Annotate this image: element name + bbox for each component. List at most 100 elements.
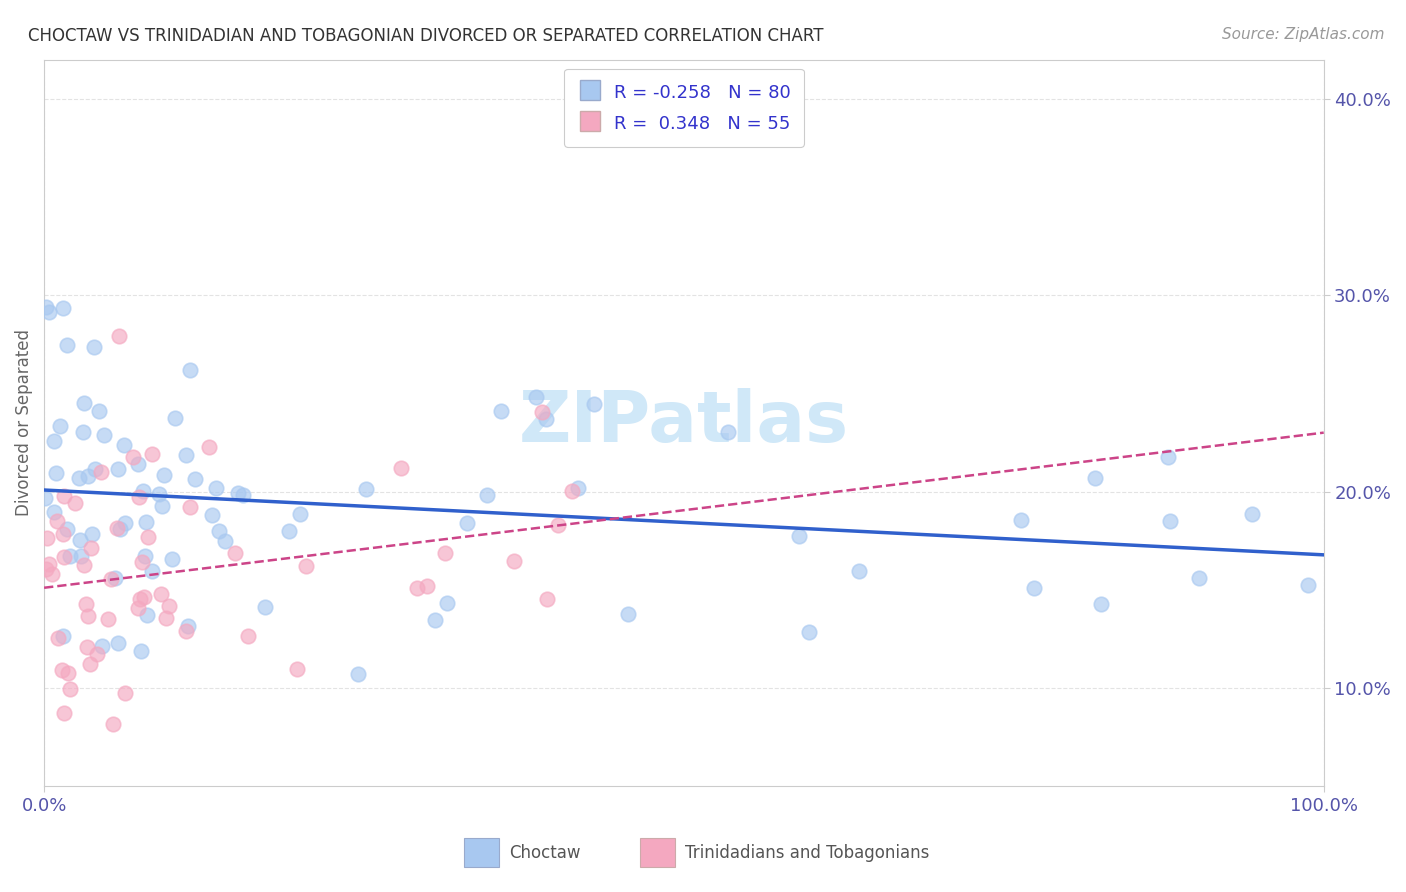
Point <box>416 579 439 593</box>
Point <box>141 564 163 578</box>
Point <box>288 507 311 521</box>
Point <box>56 666 79 681</box>
Point <box>436 596 458 610</box>
Point <box>53 489 76 503</box>
Point <box>141 446 163 460</box>
Point <box>75 597 97 611</box>
Point <box>73 558 96 573</box>
Point <box>104 571 127 585</box>
Point <box>114 516 136 530</box>
Point <box>253 600 276 615</box>
Point <box>55 338 77 352</box>
Point <box>59 681 82 696</box>
Point <box>77 608 100 623</box>
Point <box>162 552 184 566</box>
Text: ZIPatlas: ZIPatlas <box>519 388 849 458</box>
Point <box>152 468 174 483</box>
Point <box>150 587 173 601</box>
Point <box>547 517 569 532</box>
Point <box>135 515 157 529</box>
Point <box>35 562 58 576</box>
Point <box>214 533 236 548</box>
Point <box>531 405 554 419</box>
Point <box>86 647 108 661</box>
Point <box>582 397 605 411</box>
Point <box>34 491 56 505</box>
Point <box>73 396 96 410</box>
Text: Trinidadians and Tobagonians: Trinidadians and Tobagonians <box>685 844 929 862</box>
Text: Source: ZipAtlas.com: Source: ZipAtlas.com <box>1222 27 1385 42</box>
Point <box>69 533 91 547</box>
Point <box>157 599 180 614</box>
Point <box>184 472 207 486</box>
Point <box>38 305 60 319</box>
Point <box>717 425 740 440</box>
Point <box>35 531 58 545</box>
Legend: R = -0.258   N = 80, R =  0.348   N = 55: R = -0.258 N = 80, R = 0.348 N = 55 <box>564 69 804 147</box>
Point <box>179 363 201 377</box>
Point <box>148 487 170 501</box>
Point <box>524 390 547 404</box>
Point <box>174 624 197 638</box>
Point <box>100 573 122 587</box>
Point <box>97 612 120 626</box>
Point <box>91 639 114 653</box>
Point <box>101 717 124 731</box>
Point <box>204 481 226 495</box>
Point <box>80 541 103 556</box>
Point <box>423 613 446 627</box>
Point <box>174 449 197 463</box>
Point <box>108 329 131 343</box>
Point <box>72 425 94 440</box>
Point <box>1084 470 1107 484</box>
Point <box>567 481 589 495</box>
Point <box>134 549 156 564</box>
Point <box>53 550 76 565</box>
Point <box>456 516 478 530</box>
Point <box>135 607 157 622</box>
Point <box>1159 514 1181 528</box>
Point <box>285 662 308 676</box>
Point <box>1241 507 1264 521</box>
Point <box>131 555 153 569</box>
Point <box>232 488 254 502</box>
Point <box>797 624 820 639</box>
Point <box>127 601 149 615</box>
Point <box>434 546 457 560</box>
Point <box>405 581 427 595</box>
Point <box>114 686 136 700</box>
Y-axis label: Divorced or Separated: Divorced or Separated <box>15 329 32 516</box>
Point <box>347 667 370 681</box>
Point <box>79 657 101 671</box>
Point <box>93 428 115 442</box>
Point <box>52 526 75 541</box>
Point <box>1024 581 1046 595</box>
Point <box>617 607 640 621</box>
Point <box>128 591 150 606</box>
Point <box>136 529 159 543</box>
Point <box>63 496 86 510</box>
Point <box>354 482 377 496</box>
Point <box>198 441 221 455</box>
Point <box>200 508 222 522</box>
Point <box>179 500 201 514</box>
Point <box>112 438 135 452</box>
Point <box>789 529 811 543</box>
Point <box>134 590 156 604</box>
Point <box>35 300 58 314</box>
Point <box>129 644 152 658</box>
Point <box>105 521 128 535</box>
Point <box>1188 571 1211 585</box>
Point <box>89 404 111 418</box>
Point <box>122 450 145 465</box>
Point <box>131 484 153 499</box>
Point <box>42 434 65 449</box>
Point <box>224 546 246 560</box>
Point <box>51 663 73 677</box>
Point <box>56 522 79 536</box>
Point <box>77 469 100 483</box>
Point <box>127 457 149 471</box>
Point <box>52 301 75 316</box>
Point <box>84 461 107 475</box>
Point <box>848 564 870 578</box>
